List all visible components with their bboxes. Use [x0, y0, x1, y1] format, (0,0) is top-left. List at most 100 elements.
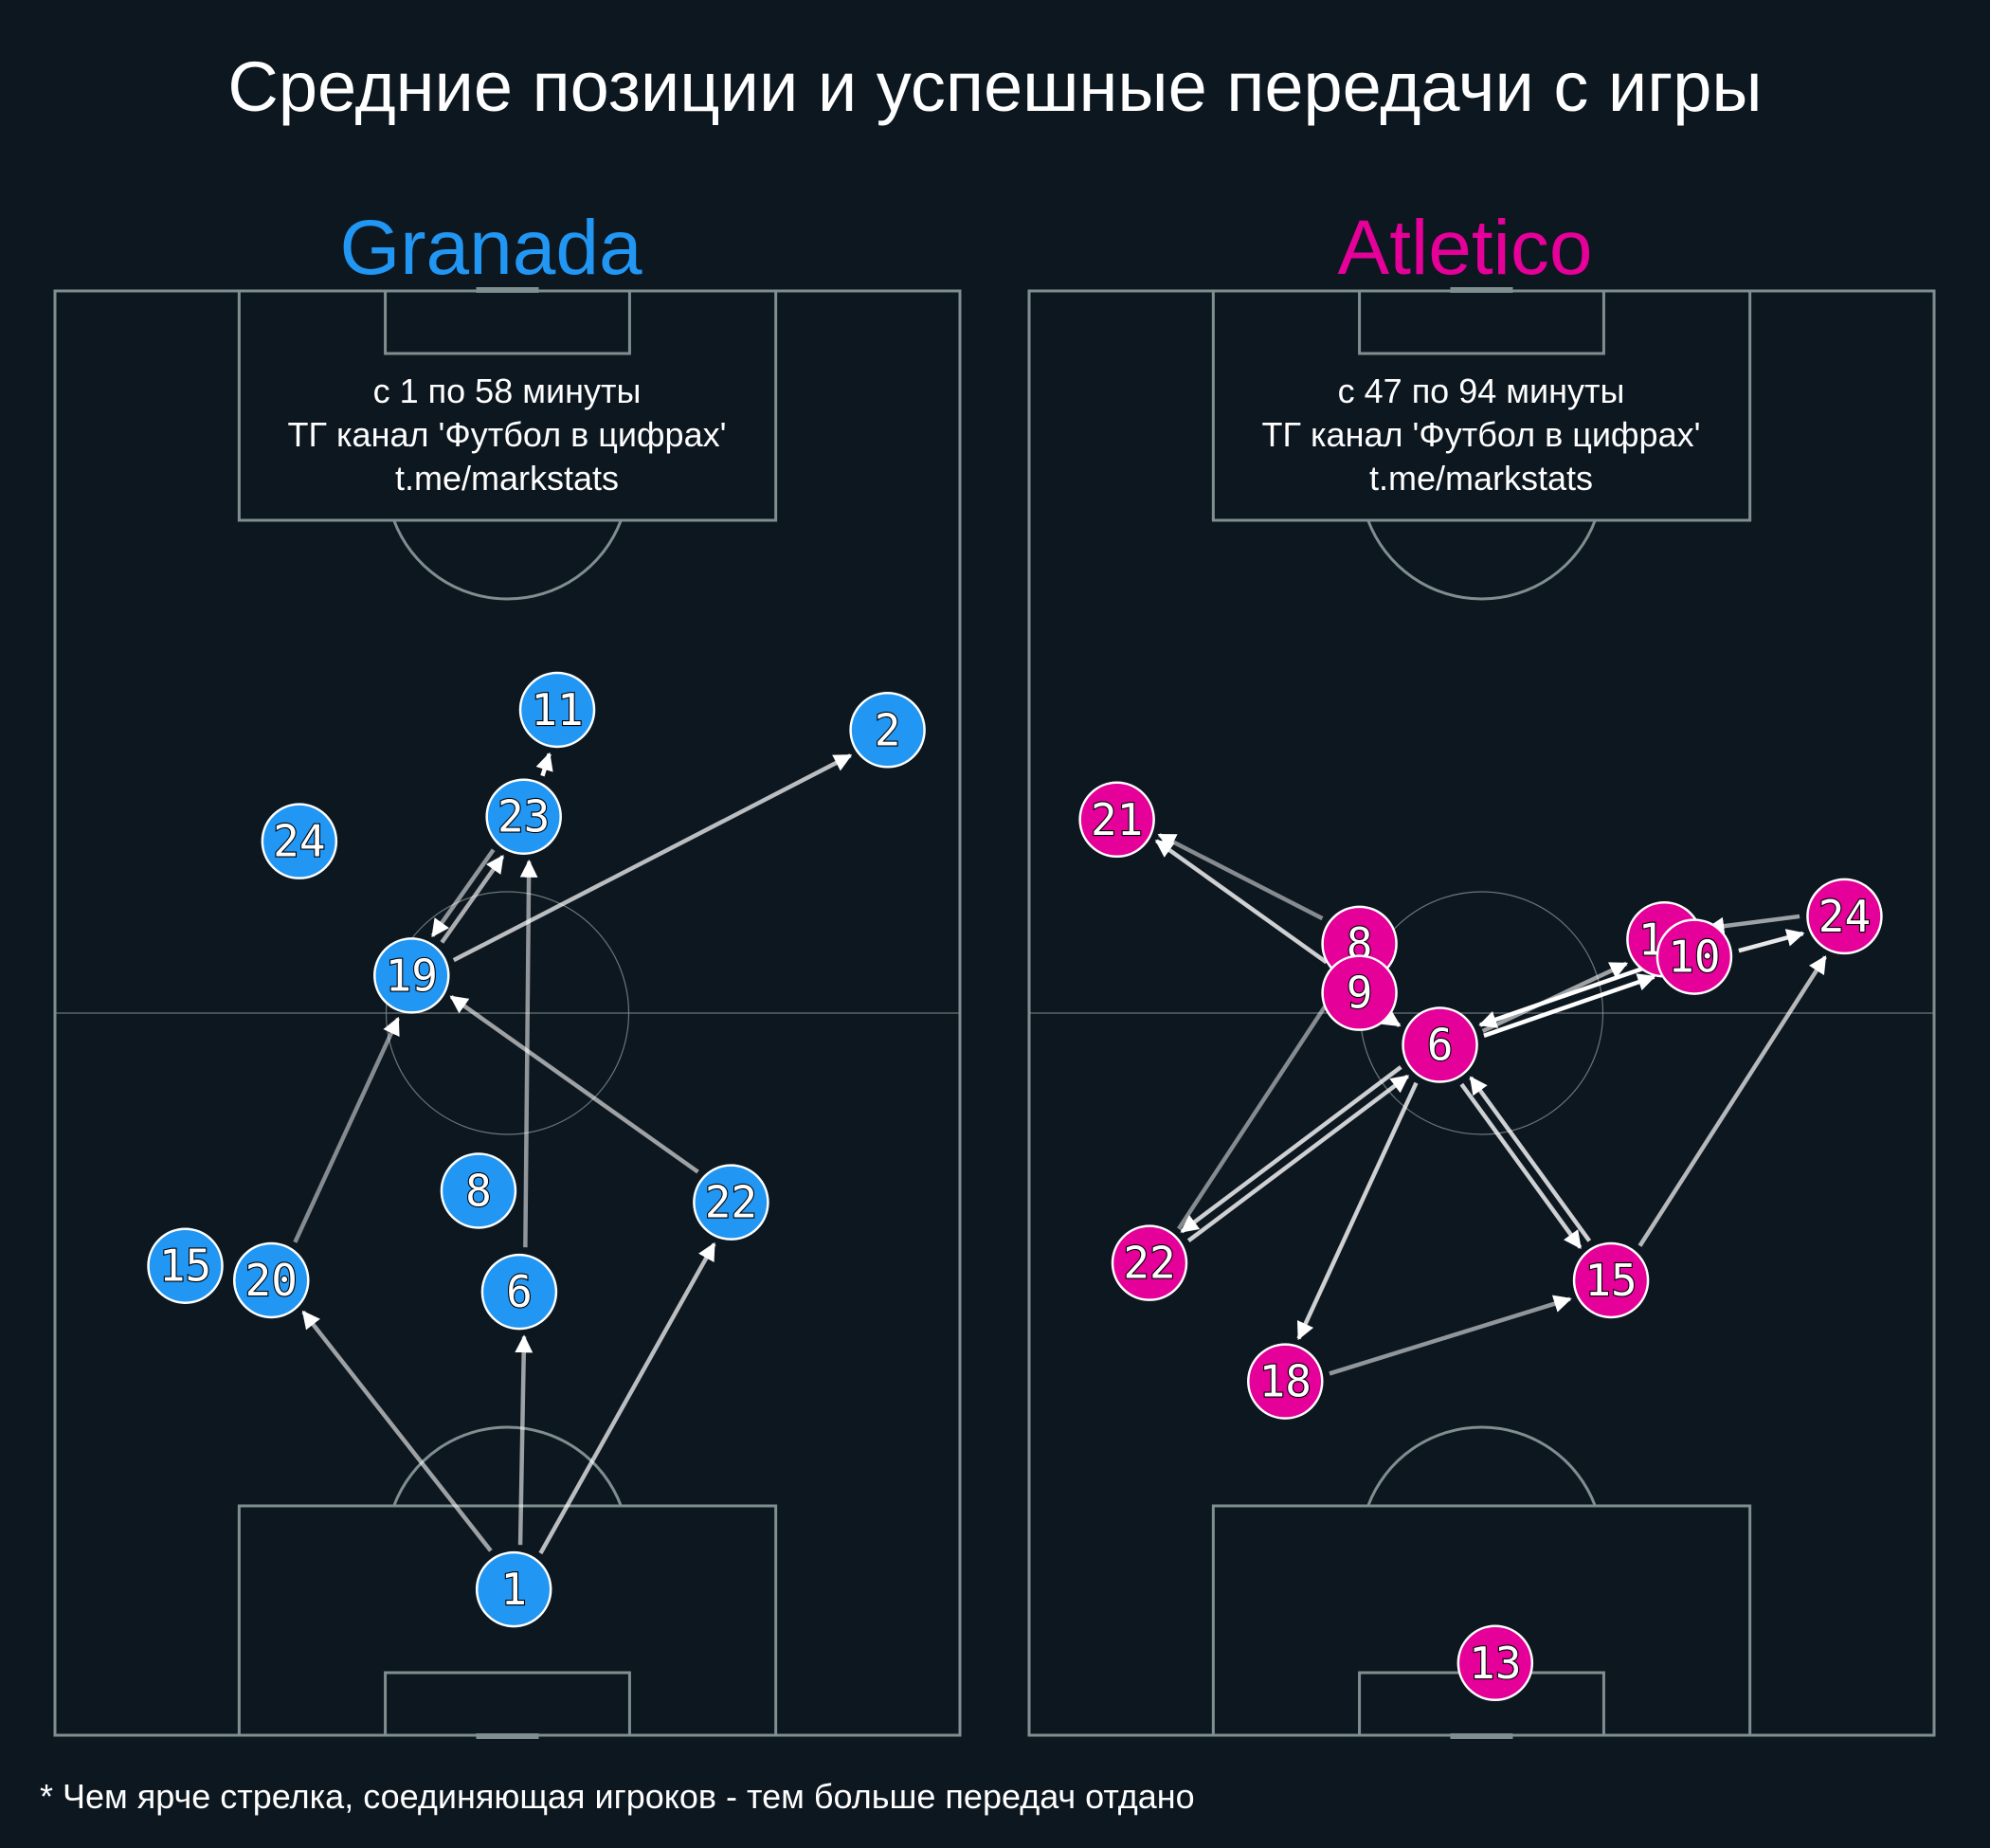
pass-arrow-6-to-22	[1180, 1065, 1402, 1234]
centre-circle	[385, 891, 630, 1135]
player-node: 24	[1806, 878, 1883, 955]
player-node: 21	[1078, 781, 1155, 859]
player-number: 9	[1347, 968, 1373, 1019]
player-number: 24	[273, 816, 325, 867]
player-node: 10	[1655, 918, 1733, 995]
player-node: 20	[232, 1241, 310, 1319]
pass-arrow-19-to-23	[440, 855, 505, 944]
player-node: 1	[475, 1550, 552, 1628]
pass-arrow-9-to-6	[1381, 1008, 1402, 1027]
player-marker	[373, 937, 450, 1014]
player-node: 9	[1321, 954, 1398, 1031]
player-marker	[232, 1241, 310, 1319]
pass-arrow-6-to-23	[519, 859, 538, 1248]
player-node: 19	[373, 937, 450, 1014]
player-node: 2	[849, 692, 926, 769]
player-node: 6	[480, 1253, 558, 1331]
six-yard-box-top	[1358, 289, 1605, 355]
pass-arrow-22-to-19	[449, 994, 699, 1174]
player-marker	[480, 1253, 558, 1331]
team-title-left: Granada	[339, 205, 642, 291]
penalty-arc-bottom	[392, 1425, 623, 1507]
player-number: 1	[500, 1564, 527, 1615]
player-number: 22	[1123, 1238, 1175, 1289]
player-number: 13	[1469, 1638, 1521, 1689]
pass-arrow-1-to-20	[301, 1310, 493, 1552]
pass-arrow-23-to-19	[430, 848, 496, 938]
info-link: t.me/markstats	[394, 459, 620, 498]
info-channel: ТГ канал 'Футбол в цифрах'	[1261, 415, 1701, 454]
player-marker	[1321, 954, 1398, 1031]
players-atletico: 2124141089622151813	[1078, 781, 1883, 1702]
pass-arrow-6-to-14	[1481, 961, 1629, 1034]
penalty-box-bottom	[1211, 1504, 1752, 1737]
pass-arrow-10-to-24	[1738, 929, 1805, 953]
pass-arrow-15-to-24	[1637, 955, 1828, 1247]
info-channel: ТГ канал 'Футбол в цифрах'	[287, 415, 727, 454]
pass-arrow-23-to-11	[535, 752, 553, 777]
pass-arrow-8-to-21	[1157, 832, 1324, 921]
player-node: 11	[518, 671, 596, 749]
player-number: 6	[1427, 1020, 1454, 1071]
pass-arrow-22-to-8	[1176, 982, 1342, 1230]
player-number: 18	[1259, 1356, 1312, 1407]
player-number: 19	[386, 950, 438, 1001]
player-node: 24	[261, 803, 338, 879]
player-marker	[1247, 1343, 1324, 1420]
passes-atletico	[1154, 832, 1828, 1376]
footnote: * Чем ярче стрелка, соединяющая игроков …	[40, 1777, 1195, 1816]
info-link: t.me/markstats	[1368, 459, 1594, 498]
pass-arrow-15-to-6	[1469, 1076, 1592, 1242]
player-number: 11	[531, 684, 583, 735]
player-marker	[261, 803, 338, 879]
player-node: 8	[440, 1152, 517, 1229]
player-number: 10	[1668, 932, 1720, 983]
player-number: 15	[159, 1241, 211, 1292]
player-marker	[1111, 1224, 1188, 1301]
players-granada: 11 2 23 24 19 8 22 15 20 6 1	[147, 671, 926, 1628]
six-yard-box-top	[384, 289, 631, 355]
passes-granada	[293, 752, 853, 1555]
player-marker	[849, 692, 926, 769]
player-node: 22	[1111, 1224, 1188, 1301]
player-number: 15	[1584, 1255, 1637, 1306]
player-number: 24	[1818, 891, 1871, 942]
info-box-right: с 47 по 94 минуты ТГ канал 'Футбол в циф…	[1213, 370, 1749, 500]
pass-arrow-19-to-2	[452, 753, 853, 963]
penalty-arc-top	[392, 519, 623, 601]
player-number: 6	[506, 1266, 533, 1317]
player-marker	[1078, 781, 1155, 859]
player-number: 22	[705, 1177, 757, 1228]
player-number: 8	[465, 1165, 492, 1216]
player-number: 20	[245, 1255, 298, 1306]
player-marker	[1402, 1006, 1478, 1083]
player-node: 23	[485, 778, 562, 855]
player-marker	[1572, 1241, 1650, 1319]
player-marker	[1456, 1624, 1534, 1702]
player-node: 22	[693, 1164, 769, 1241]
player-marker	[693, 1164, 769, 1241]
pass-arrow-6-to-18	[1296, 1081, 1419, 1341]
player-node: 18	[1247, 1343, 1324, 1420]
info-minutes: с 47 по 94 минуты	[1337, 371, 1625, 410]
pass-arrow-10-to-6	[1478, 964, 1652, 1028]
pass-arrow-6-to-10	[1483, 973, 1656, 1038]
player-marker	[518, 671, 596, 749]
pass-arrow-24-to-14	[1706, 914, 1800, 935]
pass-arrow-20-to-19	[293, 1016, 401, 1243]
player-marker	[1655, 918, 1733, 995]
player-number: 2	[875, 704, 901, 755]
info-box-left: с 1 по 58 минуты ТГ канал 'Футбол в цифр…	[239, 370, 775, 500]
player-marker	[440, 1152, 517, 1229]
penalty-arc-bottom	[1366, 1425, 1597, 1507]
pass-arrow-1-to-22	[538, 1241, 716, 1555]
player-marker	[485, 778, 562, 855]
player-marker	[1806, 878, 1883, 955]
player-number: 23	[498, 791, 550, 842]
player-node: 15	[1572, 1241, 1650, 1319]
team-title-right: Atletico	[1337, 205, 1593, 291]
pass-arrow-6-to-15	[1459, 1082, 1583, 1249]
player-number: 21	[1091, 794, 1143, 845]
